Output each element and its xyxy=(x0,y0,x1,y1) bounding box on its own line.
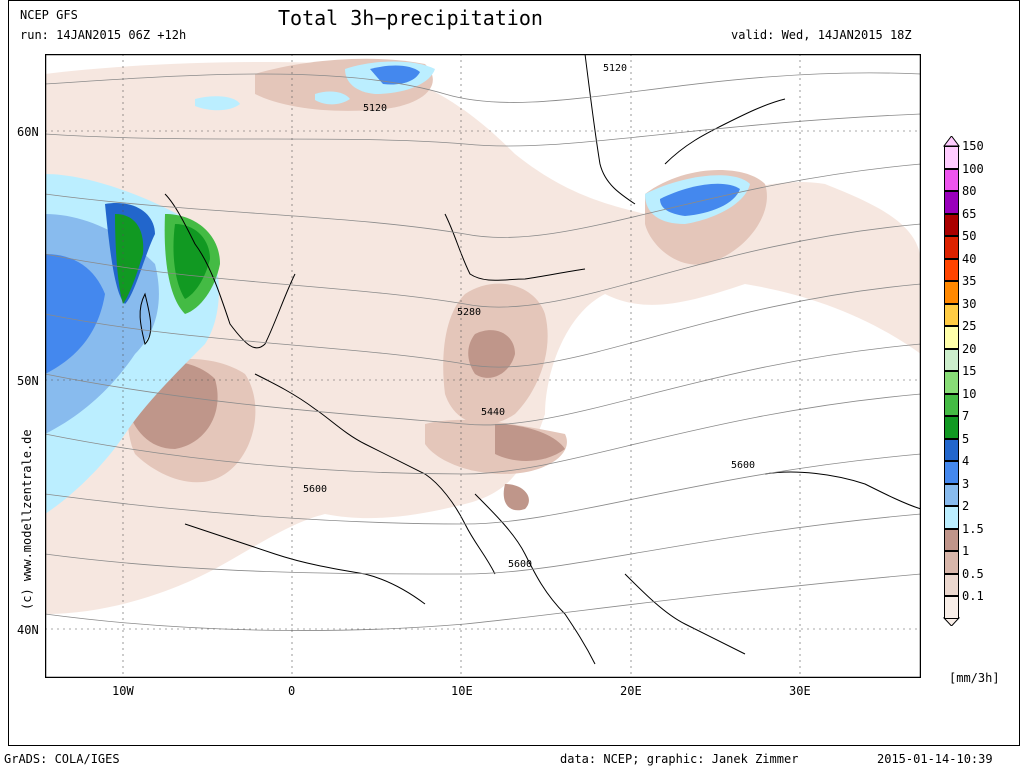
lon-label: 0 xyxy=(288,684,296,698)
valid-time: valid: Wed, 14JAN2015 18Z xyxy=(731,28,912,42)
legend-label: 15 xyxy=(962,364,977,378)
legend-label: 30 xyxy=(962,296,977,311)
legend-level: 4 xyxy=(944,454,1020,484)
contour-label: 5280 xyxy=(457,307,481,318)
legend-level: 100 xyxy=(944,162,1020,191)
legend-swatch xyxy=(944,416,959,439)
legend-label: 150 xyxy=(962,139,984,153)
legend-level: 1 xyxy=(944,544,1020,574)
height-contours xyxy=(45,72,921,631)
footer-software: GrADS: COLA/IGES xyxy=(4,752,120,766)
legend-level: 35 xyxy=(944,274,1020,304)
legend-level: 7 xyxy=(944,409,1020,439)
footer-credit: data: NCEP; graphic: Janek Zimmer xyxy=(560,752,799,766)
legend-level: 5 xyxy=(944,432,1020,461)
legend-label: 1.5 xyxy=(962,521,984,536)
legend-level: 20 xyxy=(944,342,1020,371)
coastlines xyxy=(139,54,921,665)
legend-label: 25 xyxy=(962,319,977,333)
legend-label: 4 xyxy=(962,454,970,468)
legend-label: 0.1 xyxy=(962,589,984,603)
lat-lon-grid xyxy=(45,54,921,678)
contour-label: 5600 xyxy=(508,559,532,570)
legend-level: 15 xyxy=(944,364,1020,394)
lat-label: 50N xyxy=(17,374,39,388)
footer-timestamp: 2015-01-14-10:39 xyxy=(877,752,993,766)
legend-swatch xyxy=(944,281,959,304)
legend-label: 20 xyxy=(962,341,977,356)
legend-level: 50 xyxy=(944,229,1020,259)
legend-level: 10 xyxy=(944,387,1020,416)
legend-level: 80 xyxy=(944,184,1020,214)
model-name: NCEP GFS xyxy=(20,8,78,22)
legend-swatch xyxy=(944,483,959,506)
lat-label: 40N xyxy=(17,623,39,637)
legend-level: 30 xyxy=(944,297,1020,326)
precip-scandinavia xyxy=(195,61,750,224)
legend-swatch xyxy=(944,393,959,416)
contour-label: 5600 xyxy=(731,460,755,471)
map-title: Total 3h−precipitation xyxy=(278,6,543,30)
contour-label: 5120 xyxy=(363,103,387,114)
lon-label: 20E xyxy=(620,684,642,698)
run-info: run: 14JAN2015 06Z +12h xyxy=(20,28,187,42)
legend-label: 35 xyxy=(962,274,977,288)
legend-label: 0.5 xyxy=(962,566,984,581)
lon-label: 10E xyxy=(451,684,473,698)
legend-swatch xyxy=(944,213,959,236)
legend-label: 3 xyxy=(962,476,970,491)
legend-label: 50 xyxy=(962,229,977,243)
legend-swatch xyxy=(944,438,959,461)
legend-units: [mm/3h] xyxy=(949,671,1000,685)
legend-level: 2 xyxy=(944,499,1020,529)
legend-level: 3 xyxy=(944,477,1020,506)
legend-swatch xyxy=(944,461,959,484)
legend-level: 0.5 xyxy=(944,567,1020,596)
lat-label: 60N xyxy=(17,125,39,139)
legend-level: 1.5 xyxy=(944,522,1020,551)
legend-swatch xyxy=(944,191,959,214)
legend-level: 25 xyxy=(944,319,1020,349)
legend-label: 80 xyxy=(962,184,977,198)
legend-label: 100 xyxy=(962,161,984,176)
legend-swatch xyxy=(944,168,959,191)
legend-level: 65 xyxy=(944,207,1020,236)
legend-label: 1 xyxy=(962,544,970,558)
legend-label: 7 xyxy=(962,409,970,423)
legend-swatch xyxy=(944,326,959,349)
watermark: (c) www.modellzentrale.de xyxy=(20,429,34,610)
legend-swatch xyxy=(944,596,959,619)
legend-swatch xyxy=(944,528,959,551)
legend-level: 150 xyxy=(944,139,1020,169)
legend-swatch xyxy=(944,236,959,259)
legend-label: 40 xyxy=(962,251,977,266)
contour-label: 5120 xyxy=(603,63,627,74)
legend-swatch xyxy=(944,303,959,326)
lon-label: 10W xyxy=(112,684,134,698)
contour-label: 5600 xyxy=(303,484,327,495)
map-frame xyxy=(8,0,1020,746)
legend-swatch xyxy=(944,573,959,596)
legend-label: 2 xyxy=(962,499,970,513)
legend-swatch xyxy=(944,258,959,281)
legend-label: 5 xyxy=(962,431,970,446)
precipitation-map: 5120 5120 5280 5440 5600 5600 5600 xyxy=(45,54,921,678)
legend-label: 65 xyxy=(962,206,977,221)
legend-swatch xyxy=(944,371,959,394)
legend-label: 10 xyxy=(962,386,977,401)
colorbar-legend: 150 100 80 65 50 40 35 30 25 20 15 10 7 5 4 3 2 1.5 1 0.5 0.… xyxy=(942,136,1020,626)
legend-swatch xyxy=(944,551,959,574)
legend-swatch xyxy=(944,348,959,371)
lon-label: 30E xyxy=(789,684,811,698)
legend-level: 0.1 xyxy=(944,589,1020,619)
legend-swatch xyxy=(944,146,959,169)
contour-label: 5440 xyxy=(481,407,505,418)
legend-level: 40 xyxy=(944,252,1020,281)
legend-swatch xyxy=(944,506,959,529)
